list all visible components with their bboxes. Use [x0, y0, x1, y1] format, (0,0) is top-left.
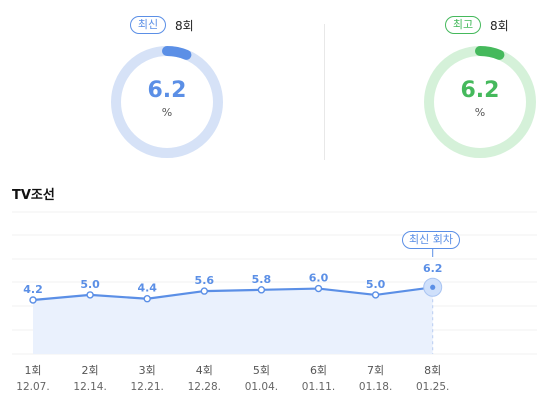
data-point	[257, 286, 266, 294]
latest-gauge-ring	[111, 46, 223, 158]
latest-episode: 8회	[175, 19, 194, 33]
x-tick-label: 7회	[367, 364, 384, 377]
ratings-line-chart: 4.2 1회 12.07. 5.0 2회 12.14. 4.4 3회 12.21. 5.6 4회 12…	[12, 211, 537, 393]
data-point	[200, 287, 209, 295]
x-tick-label: 3회	[139, 364, 156, 377]
latest-unit: %	[161, 106, 173, 119]
x-tick-label: 6회	[310, 364, 327, 377]
x-date-label: 01.18.	[359, 381, 392, 393]
data-point	[86, 291, 94, 299]
best-episode: 8회	[490, 19, 509, 33]
x-date-label: 12.14.	[73, 381, 106, 393]
x-date-label: 01.25.	[416, 381, 449, 393]
value-label: 6.2	[423, 262, 443, 275]
data-point	[314, 284, 323, 293]
x-date-label: 01.04.	[245, 381, 278, 393]
value-label: 6.0	[309, 272, 329, 285]
latest-episode-callout: 최신 회차	[402, 231, 460, 249]
data-point	[29, 296, 37, 304]
data-point	[143, 295, 151, 303]
x-tick-label: 4회	[196, 364, 213, 377]
x-date-label: 12.21.	[130, 381, 163, 393]
value-label: 4.2	[23, 283, 43, 296]
value-label: 4.4	[137, 282, 157, 295]
value-label: 5.0	[366, 278, 386, 291]
data-point	[371, 291, 380, 299]
latest-value: 6.2	[147, 78, 187, 103]
best-gauge: 6.2 %	[422, 44, 538, 160]
x-tick-label: 8회	[424, 364, 441, 377]
area-fill	[33, 287, 433, 354]
x-date-label: 01.11.	[302, 381, 335, 393]
x-tick-label: 1회	[24, 364, 41, 377]
best-badge: 최고	[445, 16, 481, 34]
section-title: TV조선	[12, 188, 55, 203]
x-date-label: 12.28.	[188, 381, 221, 393]
value-label: 5.8	[252, 273, 272, 286]
value-label: 5.0	[80, 278, 100, 291]
best-value: 6.2	[460, 78, 500, 103]
best-unit: %	[474, 106, 486, 119]
data-point	[430, 284, 436, 290]
gauge-divider	[324, 24, 325, 160]
x-tick-label: 5회	[253, 364, 270, 377]
value-label: 5.6	[195, 274, 215, 287]
latest-gauge: 6.2 %	[109, 44, 225, 160]
x-date-label: 12.07.	[16, 381, 49, 393]
series-line	[32, 286, 433, 302]
best-gauge-ring	[424, 46, 536, 158]
latest-badge: 최신	[130, 16, 166, 34]
x-tick-label: 2회	[82, 364, 99, 377]
